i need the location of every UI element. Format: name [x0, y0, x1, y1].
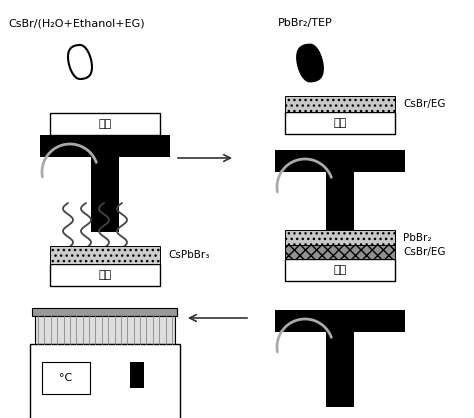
Bar [285, 230, 395, 245]
Bar [326, 332, 354, 407]
Bar [285, 96, 395, 112]
Bar [91, 157, 119, 232]
Bar [50, 113, 160, 135]
Polygon shape [297, 44, 323, 82]
Polygon shape [68, 45, 92, 79]
Bar [50, 264, 160, 286]
Bar [326, 172, 354, 247]
Text: PbBr₂/TEP: PbBr₂/TEP [278, 18, 333, 28]
Bar [50, 246, 160, 264]
Text: 基底: 基底 [333, 118, 346, 128]
Bar [42, 362, 90, 394]
Bar [275, 150, 405, 172]
Text: CsBr/EG: CsBr/EG [403, 247, 446, 257]
Bar [275, 310, 405, 332]
Bar [285, 245, 395, 259]
Bar [285, 112, 395, 134]
Text: 基底: 基底 [333, 265, 346, 275]
Text: CsBr/(H₂O+Ethanol+EG): CsBr/(H₂O+Ethanol+EG) [8, 18, 145, 28]
Text: °C: °C [59, 373, 73, 383]
Text: CsBr/EG: CsBr/EG [403, 99, 446, 109]
Bar [40, 135, 170, 157]
Bar [30, 344, 180, 418]
Bar [285, 259, 395, 281]
Text: CsPbBr₃: CsPbBr₃ [168, 250, 210, 260]
Text: 基底: 基底 [99, 270, 111, 280]
Bar [33, 308, 177, 316]
Text: PbBr₂: PbBr₂ [403, 233, 431, 243]
Text: 基底: 基底 [99, 119, 111, 129]
Bar [130, 362, 144, 388]
Bar [35, 316, 175, 344]
